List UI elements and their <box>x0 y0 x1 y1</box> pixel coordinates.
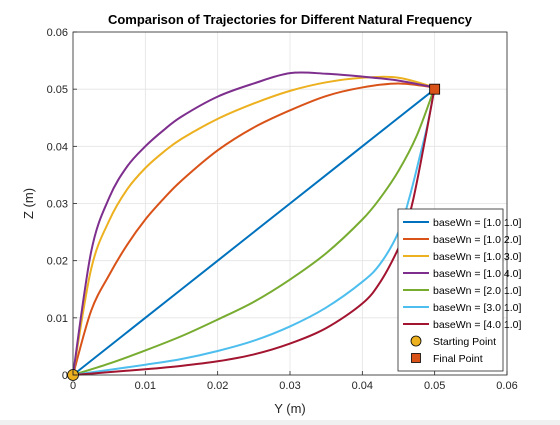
y-tick-label: 0.06 <box>47 27 68 39</box>
series-line-7 <box>72 86 436 376</box>
y-tick-label: 0.02 <box>47 256 68 268</box>
series-lines <box>72 71 436 376</box>
series-line-6 <box>72 86 436 376</box>
series-line-4 <box>72 71 436 376</box>
legend-label: baseWn = [4.0 1.0] <box>433 319 522 331</box>
y-tick-label: 0 <box>62 370 68 382</box>
x-tick-label: 0.03 <box>279 380 300 392</box>
chart-title: Comparison of Trajectories for Different… <box>108 12 473 27</box>
final-point-marker <box>429 83 441 95</box>
x-tick-label: 0 <box>70 380 76 392</box>
y-tick-label: 0.05 <box>47 84 68 96</box>
legend-square-swatch <box>411 353 421 363</box>
x-tick-label: 0.06 <box>496 380 517 392</box>
legend-label: baseWn = [1.0 2.0] <box>433 234 522 246</box>
y-axis-ticks: 0 0.01 0.02 0.03 0.04 0.05 0.06 <box>47 27 77 382</box>
legend-label: baseWn = [1.0 3.0] <box>433 251 522 263</box>
legend: baseWn = [1.0 1.0] baseWn = [1.0 2.0] base… <box>397 208 522 372</box>
y-axis-label: Z (m) <box>21 188 36 219</box>
x-tick-label: 0.01 <box>135 380 156 392</box>
legend-label: Final Point <box>433 353 483 365</box>
legend-label: baseWn = [1.0 1.0] <box>433 217 522 229</box>
legend-label: baseWn = [3.0 1.0] <box>433 302 522 314</box>
y-tick-label: 0.03 <box>47 199 68 211</box>
y-tick-label: 0.04 <box>47 141 68 153</box>
series-line-2 <box>72 82 436 376</box>
x-tick-label: 0.05 <box>424 380 445 392</box>
legend-label: baseWn = [2.0 1.0] <box>433 285 522 297</box>
x-axis-ticks: 0 0.01 0.02 0.03 0.04 0.05 0.06 <box>70 371 518 392</box>
legend-label: Starting Point <box>433 336 496 348</box>
x-axis-label: Y (m) <box>274 401 306 416</box>
series-line-3 <box>72 75 436 376</box>
series-line-5 <box>72 86 436 376</box>
x-tick-label: 0.04 <box>352 380 373 392</box>
legend-label: baseWn = [1.0 4.0] <box>433 268 522 280</box>
x-tick-label: 0.02 <box>207 380 228 392</box>
legend-circle-swatch <box>410 335 422 347</box>
series-line-1 <box>72 88 436 376</box>
y-tick-label: 0.01 <box>47 313 68 325</box>
